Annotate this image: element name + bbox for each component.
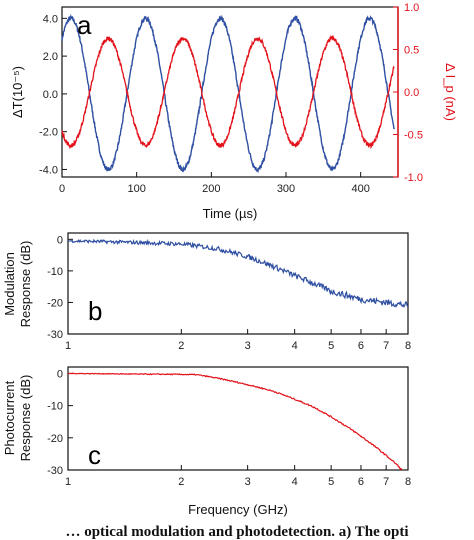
panel-b-xtick-label: 4 [292, 340, 298, 352]
panel-c: 1 2 3 4 5 6 7 8 0 -10 -20 -30 c Frequency (GHz) Pho… [2, 366, 411, 517]
panel-b-xtick-label: 7 [383, 340, 389, 352]
panel-a-ytick-right-label: 0.0 [404, 87, 419, 99]
panel-b-xtick-label: 3 [245, 340, 251, 352]
panel-a-xtick-label: 400 [351, 183, 369, 195]
panel-a-ytick-left-label: 0.0 [43, 89, 58, 101]
panel-a-ylabel-left: ΔT(10⁻⁵) [10, 66, 25, 118]
panel-a-letter: a [77, 10, 92, 40]
panel-c-xtick-label: 5 [328, 476, 334, 488]
panel-a-frame [61, 6, 399, 178]
panel-c-ylabel-line1: Photocurrent [2, 380, 17, 455]
panel-b-xtick-label: 8 [405, 340, 411, 352]
panel-c-ytick-label: -20 [47, 433, 63, 445]
panel-a-series-left [61, 13, 395, 174]
panel-a-xtick-label: 300 [277, 183, 295, 195]
panel-c-ticks: 1 2 3 4 5 6 7 8 0 -10 -20 -30 [47, 368, 411, 488]
panel-c-xtick-label: 4 [292, 476, 298, 488]
panel-c-xtick-label: 1 [65, 476, 71, 488]
caption-fragment: … optical modulation and photodetection.… [65, 524, 408, 540]
panel-a-ytick-left-label: 4.0 [43, 13, 58, 25]
panel-c-series [67, 372, 403, 471]
panel-a-ytick-left-label: 2.0 [43, 51, 58, 63]
panel-c-series [67, 372, 403, 471]
panel-a-xtick-label: 100 [127, 183, 145, 195]
panel-a-xlabel: Time (µs) [203, 206, 258, 221]
panel-a-xtick-label: 0 [59, 183, 65, 195]
panel-c-ylabel-line2: Response (dB) [18, 375, 33, 462]
panel-a-ticks: 0 100 200 300 400 -4.0 -2.0 0.0 2.0 4.0 -1.0 -0.5 0.… [39, 2, 423, 195]
panel-b-ylabel-line2: Response (dB) [18, 241, 33, 328]
panel-c-xlabel: Frequency (GHz) [188, 502, 288, 517]
panel-b-ytick-label: 0 [57, 234, 63, 246]
panel-c-ytick-label: -10 [47, 401, 63, 413]
panel-c-xtick-label: 2 [178, 476, 184, 488]
panel-a-xtick-label: 200 [202, 183, 220, 195]
panel-c-xtick-label: 8 [405, 476, 411, 488]
panel-b: 1 2 3 4 5 6 7 8 0 -10 -20 -30 b Modulation Response… [2, 232, 411, 352]
panel-a-ytick-right-label: 1.0 [404, 2, 419, 14]
panel-b-letter: b [88, 296, 102, 326]
panel-a-series-right [61, 34, 395, 150]
panel-b-xtick-label: 2 [178, 340, 184, 352]
panel-b-series [67, 238, 409, 308]
panel-b-xtick-label: 1 [65, 340, 71, 352]
panel-b-xtick-label: 5 [328, 340, 334, 352]
panel-b-ytick-label: -20 [47, 297, 63, 309]
panel-b-ytick-label: -10 [47, 266, 63, 278]
panel-c-ytick-label: 0 [57, 368, 63, 380]
panel-c-frame [67, 366, 409, 471]
panel-c-ytick-label: -30 [47, 465, 63, 477]
panel-b-ytick-label: -30 [47, 329, 63, 341]
panel-a-ytick-right-label: -0.5 [404, 130, 423, 142]
panel-b-frame [67, 232, 409, 335]
panel-a-ytick-right-label: -1.0 [404, 172, 423, 184]
panel-a-ylabel-right: Δ I_p (nA) [443, 63, 458, 121]
panel-c-letter: c [88, 440, 101, 470]
panel-a-ytick-right-label: 0.5 [404, 45, 419, 57]
panel-a-ytick-left-label: -4.0 [39, 164, 58, 176]
panel-b-series [67, 238, 409, 308]
panel-a: 0 100 200 300 400 -4.0 -2.0 0.0 2.0 4.0 -1.0 -0.5 0.… [10, 2, 458, 221]
panel-b-xtick-label: 6 [358, 340, 364, 352]
panel-c-xtick-label: 6 [358, 476, 364, 488]
panel-b-ticks: 1 2 3 4 5 6 7 8 0 -10 -20 -30 [47, 234, 411, 352]
panel-a-series [61, 13, 395, 174]
panel-a-ytick-left-label: -2.0 [39, 127, 58, 139]
panel-b-ylabel-line1: Modulation [2, 252, 17, 316]
panel-c-xtick-label: 7 [383, 476, 389, 488]
panel-c-xtick-label: 3 [245, 476, 251, 488]
